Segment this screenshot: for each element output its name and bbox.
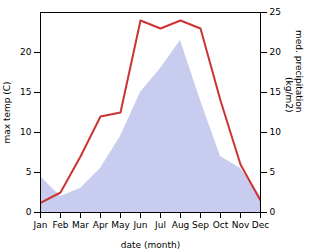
svg-text:15: 15 xyxy=(270,87,281,97)
svg-text:5: 5 xyxy=(26,167,32,177)
svg-text:Aug: Aug xyxy=(172,220,190,230)
svg-text:10: 10 xyxy=(270,127,282,137)
svg-text:Oct: Oct xyxy=(213,220,229,230)
svg-text:Jun: Jun xyxy=(132,220,147,230)
svg-text:Mar: Mar xyxy=(72,220,89,230)
svg-text:Dec: Dec xyxy=(252,220,269,230)
svg-text:Jan: Jan xyxy=(33,220,48,230)
svg-text:5: 5 xyxy=(270,167,276,177)
svg-text:0: 0 xyxy=(26,207,32,217)
svg-text:Jul: Jul xyxy=(154,220,166,230)
svg-text:15: 15 xyxy=(20,87,31,97)
svg-text:20: 20 xyxy=(270,47,282,57)
svg-text:25: 25 xyxy=(270,7,281,17)
svg-text:10: 10 xyxy=(20,127,32,137)
svg-text:date (month): date (month) xyxy=(121,240,180,250)
svg-text:med. precipitation(kg/m2): med. precipitation(kg/m2) xyxy=(284,30,304,112)
svg-text:Sep: Sep xyxy=(192,220,209,230)
svg-text:Feb: Feb xyxy=(53,220,69,230)
svg-text:May: May xyxy=(111,220,130,230)
svg-text:Nov: Nov xyxy=(232,220,250,230)
svg-text:Apr: Apr xyxy=(93,220,109,230)
svg-text:max temp (C): max temp (C) xyxy=(2,81,12,143)
svg-text:0: 0 xyxy=(270,207,276,217)
svg-text:20: 20 xyxy=(20,47,32,57)
